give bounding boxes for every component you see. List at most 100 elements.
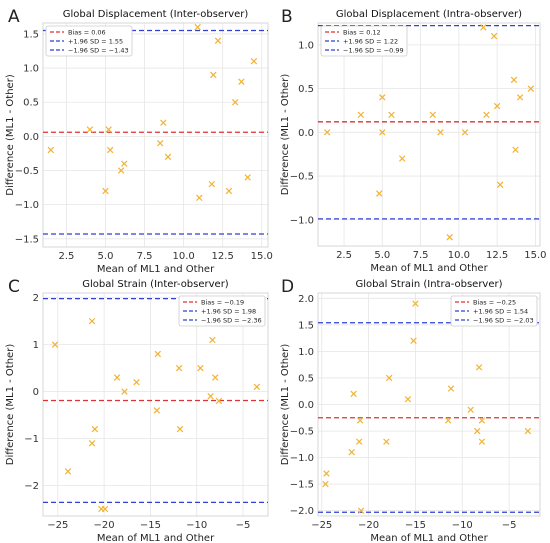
plot-area — [317, 22, 541, 247]
panel-letter: C — [8, 277, 20, 297]
y-tick-label: 1.5 — [298, 320, 314, 331]
chart-title: Global Strain (Intra-observer) — [355, 279, 502, 290]
panel-letter: D — [281, 277, 294, 297]
data-point — [461, 129, 469, 136]
legend-entry: Bias = 0.12 — [343, 28, 381, 36]
data-point — [156, 139, 164, 147]
data-point — [214, 37, 222, 44]
y-tick-label: 2.0 — [298, 294, 314, 305]
x-tick-label: 15.0 — [524, 250, 546, 261]
y-tick-label: 0.0 — [298, 128, 314, 139]
data-point — [211, 374, 219, 381]
y-tick-label: −1.0 — [290, 215, 314, 226]
y-axis-label: Difference (ML1 - Other) — [280, 344, 291, 466]
data-point — [250, 58, 258, 65]
data-point — [385, 374, 393, 382]
data-point — [113, 374, 121, 381]
panel-letter: B — [281, 7, 293, 27]
data-point — [383, 438, 390, 445]
data-point — [527, 85, 535, 92]
x-tick-label: −5 — [236, 520, 251, 531]
legend-entry: +1.96 SD = 1.54 — [473, 307, 528, 315]
y-tick-label: 0.5 — [298, 84, 314, 95]
data-point — [412, 300, 419, 307]
data-point — [379, 129, 386, 136]
data-point — [483, 111, 490, 119]
y-tick-label: 0.5 — [298, 373, 314, 384]
panel-letter: A — [8, 7, 20, 27]
data-point — [444, 417, 452, 424]
x-axis-label: Mean of ML1 and Other — [370, 533, 488, 543]
x-tick-label: −15 — [140, 520, 161, 531]
data-point — [512, 146, 519, 154]
x-tick-label: 12.5 — [486, 250, 508, 261]
y-tick-label: −1 — [24, 434, 39, 445]
chart-title: Global Strain (Inter-observer) — [82, 279, 229, 290]
legend-entry: +1.96 SD = 1.98 — [201, 307, 256, 315]
x-tick-label: 5.0 — [374, 250, 390, 261]
data-point — [467, 406, 474, 414]
data-point — [197, 364, 204, 372]
data-point — [64, 468, 72, 475]
legend: Bias = 0.12+1.96 SD = 1.22−1.96 SD = −0.… — [320, 25, 408, 57]
x-tick-label: −25 — [47, 520, 68, 531]
panel-b: B Global Displacement (Intra-observer) 2.5… — [280, 7, 547, 274]
data-point — [194, 23, 201, 31]
data-point — [478, 417, 486, 424]
data-point — [215, 397, 223, 405]
y-tick-label: −1.5 — [290, 480, 314, 491]
data-point — [323, 129, 331, 136]
grid — [43, 23, 268, 247]
data-point — [164, 153, 172, 161]
data-point — [176, 425, 184, 433]
legend: Bias = −0.25+1.96 SD = 1.54−1.96 SD = −2… — [450, 295, 538, 327]
plot-area — [317, 292, 541, 517]
data-point — [121, 388, 128, 395]
legend-box — [320, 25, 408, 57]
y-tick-label: −1.0 — [290, 453, 314, 464]
legend-entry: −1.96 SD = −0.99 — [343, 46, 404, 54]
data-point — [410, 337, 417, 345]
y-tick-label: −0.5 — [290, 172, 314, 183]
data-point — [88, 440, 96, 447]
y-tick-label: 1.0 — [23, 64, 39, 75]
data-point — [253, 383, 261, 391]
data-point — [447, 385, 455, 392]
y-tick-label: 0 — [33, 387, 39, 398]
x-tick-label: −15 — [405, 520, 426, 531]
y-tick-label: 0.0 — [23, 132, 39, 143]
legend-entry: −1.96 SD = −1.43 — [68, 46, 129, 54]
legend: Bias = −0.19+1.96 SD = 1.98−1.96 SD = −2… — [178, 295, 266, 327]
y-tick-label: 0.0 — [298, 400, 314, 411]
x-tick-label: −10 — [452, 520, 473, 531]
legend-entry: −1.96 SD = −2.36 — [201, 316, 262, 324]
legend-box — [45, 25, 133, 57]
x-tick-label: 7.5 — [413, 250, 429, 261]
data-point — [357, 111, 365, 119]
y-tick-label: 1.5 — [23, 29, 39, 40]
x-tick-label: −5 — [502, 520, 517, 531]
data-point — [475, 364, 483, 371]
x-tick-label: −10 — [186, 520, 207, 531]
data-point — [209, 336, 216, 344]
data-point — [348, 449, 355, 456]
legend-entry: Bias = −0.25 — [473, 298, 516, 306]
data-point — [478, 438, 486, 445]
data-point — [350, 390, 357, 398]
data-point — [404, 395, 412, 403]
data-point — [88, 317, 96, 325]
panel-d: D Global Strain (Intra-observer) −25 −20 −15… — [280, 277, 541, 543]
data-point — [356, 417, 364, 424]
data-point — [429, 111, 437, 119]
legend-entry: +1.96 SD = 1.55 — [68, 37, 123, 45]
data-point — [105, 126, 112, 133]
data-point — [323, 470, 330, 477]
data-point — [225, 187, 233, 195]
chart-title: Global Displacement (Inter-observer) — [63, 9, 249, 20]
data-point — [238, 78, 245, 85]
legend-entry: −1.96 SD = −2.03 — [473, 316, 534, 324]
data-point — [524, 427, 532, 435]
data-point — [474, 427, 481, 435]
data-point — [121, 160, 128, 167]
